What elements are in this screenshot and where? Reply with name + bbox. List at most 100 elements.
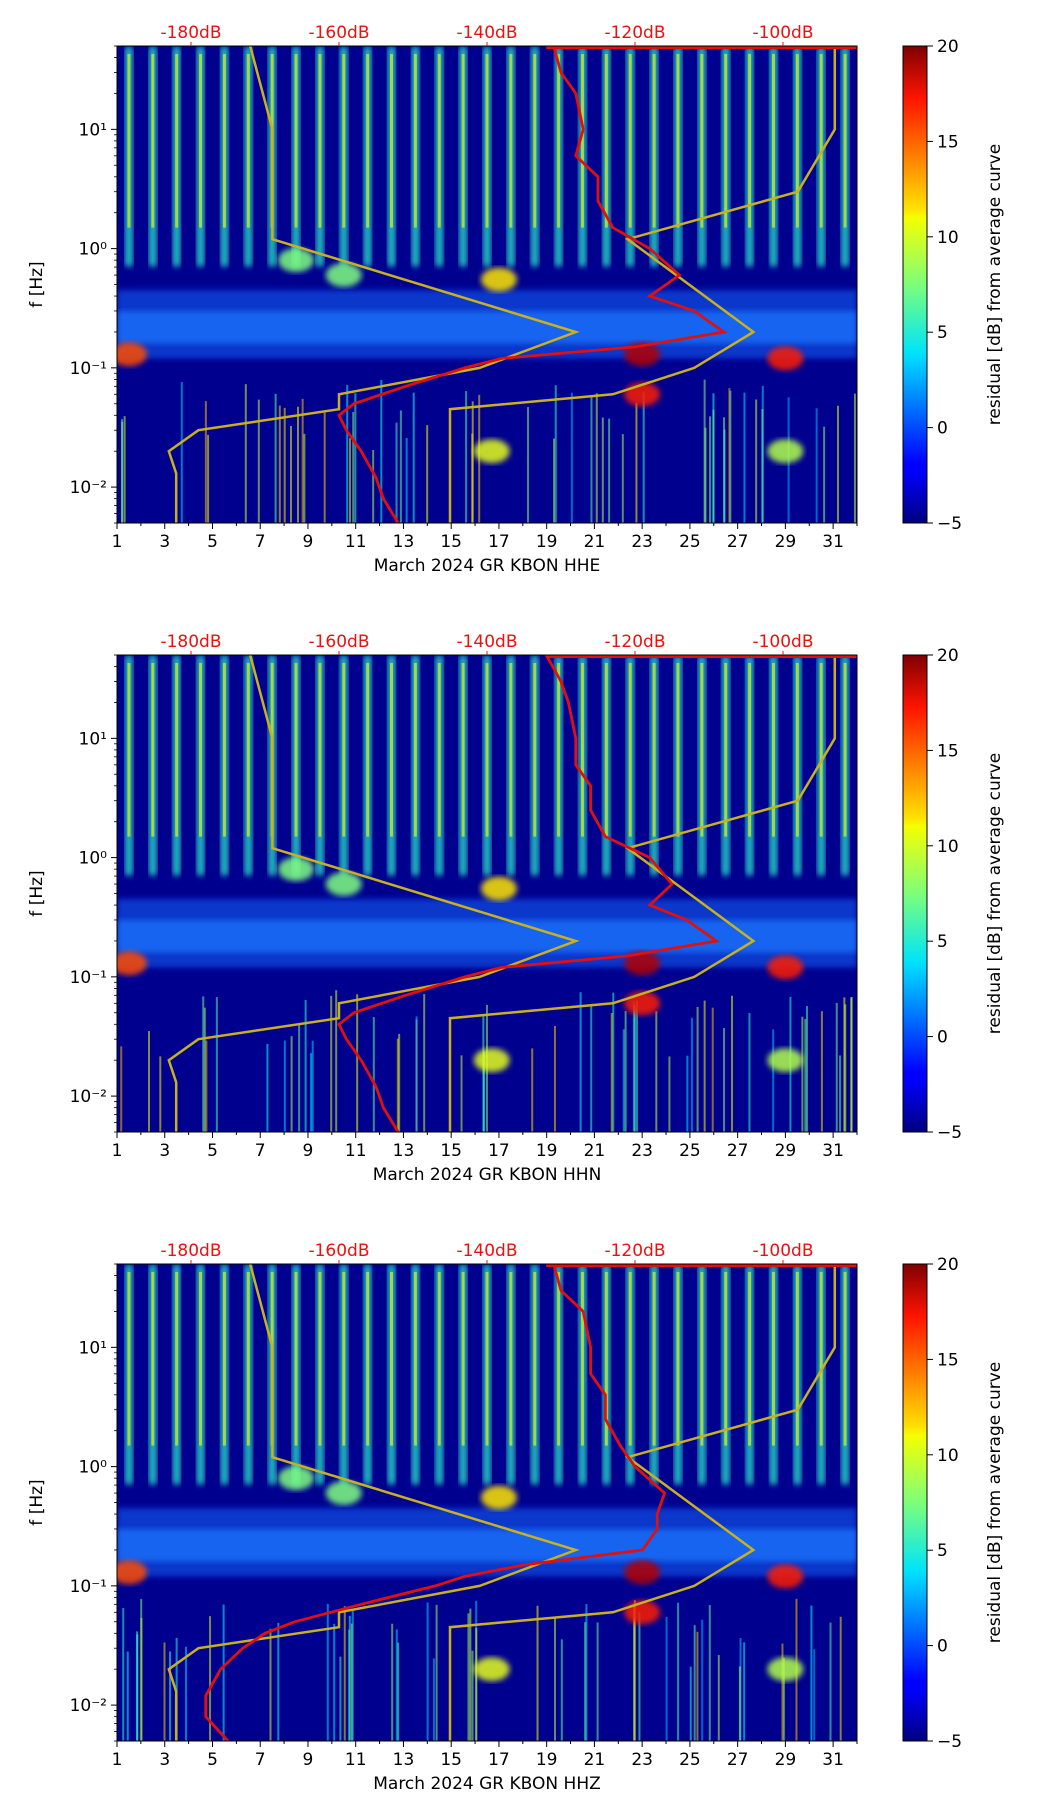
daily-streak-core [867, 54, 870, 228]
daily-streak-core [413, 54, 417, 228]
storm-blob [117, 1560, 147, 1585]
daily-noise-streaks [124, 655, 850, 877]
transient-line [335, 990, 338, 1132]
low-frequency-transients [121, 379, 856, 523]
transient-line [435, 1604, 438, 1741]
daily-streak-core [151, 1272, 155, 1446]
daily-streak-core [771, 1272, 775, 1446]
x-tick-label: 1 [112, 532, 123, 552]
storm-blob [767, 1657, 804, 1682]
transient-line [432, 1658, 435, 1741]
transient-line [601, 417, 604, 523]
daily-streak-core [151, 663, 155, 837]
daily-streak-core [390, 663, 394, 837]
transient-line [346, 385, 349, 523]
daily-streak-core [628, 663, 632, 837]
y-tick-label: 10¹ [79, 120, 107, 140]
colorbar-tick-label: 0 [937, 1028, 948, 1048]
x-tick-label: 11 [345, 1141, 367, 1161]
colorbar-tick-label: 5 [937, 932, 948, 952]
daily-streak-core [485, 663, 489, 837]
low-frequency-transients [120, 990, 853, 1132]
transient-line [398, 1033, 401, 1132]
nhnm-curve [448, 1264, 837, 1741]
transient-line [738, 1666, 741, 1741]
transient-line [471, 1650, 474, 1741]
transient-line [850, 996, 853, 1132]
transient-line [701, 1619, 704, 1741]
transient-line [610, 1013, 613, 1132]
transient-line [426, 425, 429, 523]
colorbar-label: residual [dB] from average curve [985, 1362, 1005, 1643]
daily-streak-core [318, 54, 322, 228]
daily-streak-core [557, 54, 561, 228]
daily-streak-core [461, 1272, 465, 1446]
transient-line [202, 996, 205, 1132]
transient-line [136, 1634, 139, 1741]
transient-line [215, 997, 218, 1132]
daily-streak-core [294, 54, 298, 228]
transient-line [184, 1646, 187, 1741]
colorbar-tick-label: 0 [937, 419, 948, 439]
transient-line [696, 1006, 699, 1132]
storm-blob [278, 1466, 315, 1491]
daily-streak-core [390, 54, 394, 228]
transient-line [396, 1038, 399, 1132]
y-axis: 10⁻² 10⁻¹ 10⁰ 10¹ f [Hz] [27, 654, 117, 1133]
transient-line [633, 1600, 636, 1741]
daily-streak-core [127, 54, 131, 228]
transient-line [298, 1023, 301, 1132]
transient-line [772, 1029, 775, 1132]
daily-streak-core [318, 1272, 322, 1446]
x-tick-label: 25 [679, 1141, 701, 1161]
daily-streak-core [175, 54, 179, 228]
y-tick-label: 10⁻¹ [70, 1577, 107, 1597]
storm-blob [473, 1657, 510, 1682]
transient-line [570, 392, 573, 523]
transient-line [311, 1040, 314, 1132]
x-tick-label: 5 [207, 1750, 218, 1770]
daily-streak-core [509, 1272, 513, 1446]
average-psd-curve [337, 46, 728, 523]
transient-line [728, 388, 731, 523]
db-tick-label: -140dB [456, 632, 517, 652]
x-tick-label: 23 [631, 532, 653, 552]
colorbar: −5 0 5 10 15 20 residual [dB] from average cur… [902, 37, 1005, 534]
db-tick-label: -160dB [308, 1241, 369, 1261]
db-tick-label: -120dB [604, 632, 665, 652]
daily-streak-core [724, 54, 728, 228]
top-db-axis: -180dB -160dB -140dB -120dB -100dB [160, 1241, 814, 1264]
daily-streak-core [246, 663, 250, 837]
transient-line [126, 1651, 129, 1741]
nhnm-curve [448, 655, 837, 1132]
transient-line [207, 434, 210, 523]
top-db-axis: -180dB -160dB -140dB -120dB -100dB [160, 632, 814, 655]
daily-streak-core [652, 54, 656, 228]
daily-streak-core [700, 54, 704, 228]
transient-line [690, 1017, 693, 1132]
daily-streak-core [700, 663, 704, 837]
transient-line [590, 395, 593, 523]
y-axis-label: f [Hz] [27, 261, 47, 307]
transient-line [693, 1625, 696, 1741]
daily-streak-core [557, 1272, 561, 1446]
storm-blob [117, 342, 147, 367]
transient-line [686, 1055, 689, 1132]
transient-line [815, 408, 818, 523]
transient-line [333, 1623, 336, 1741]
storm-blob [325, 872, 362, 897]
transient-line [635, 402, 638, 523]
transient-line [244, 384, 247, 523]
x-tick-label: 31 [822, 1141, 844, 1161]
db-tick-label: -180dB [160, 632, 221, 652]
x-tick-label: 27 [727, 1141, 749, 1161]
transient-line [475, 1628, 478, 1741]
colorbar-tick-label: 0 [937, 1637, 948, 1657]
db-tick-label: -160dB [308, 23, 369, 43]
daily-streak-core [437, 1272, 441, 1446]
x-tick-label: 17 [488, 1141, 510, 1161]
x-tick-label: 25 [679, 1750, 701, 1770]
daily-streak-core [509, 663, 513, 837]
daily-streak-core [222, 54, 226, 228]
